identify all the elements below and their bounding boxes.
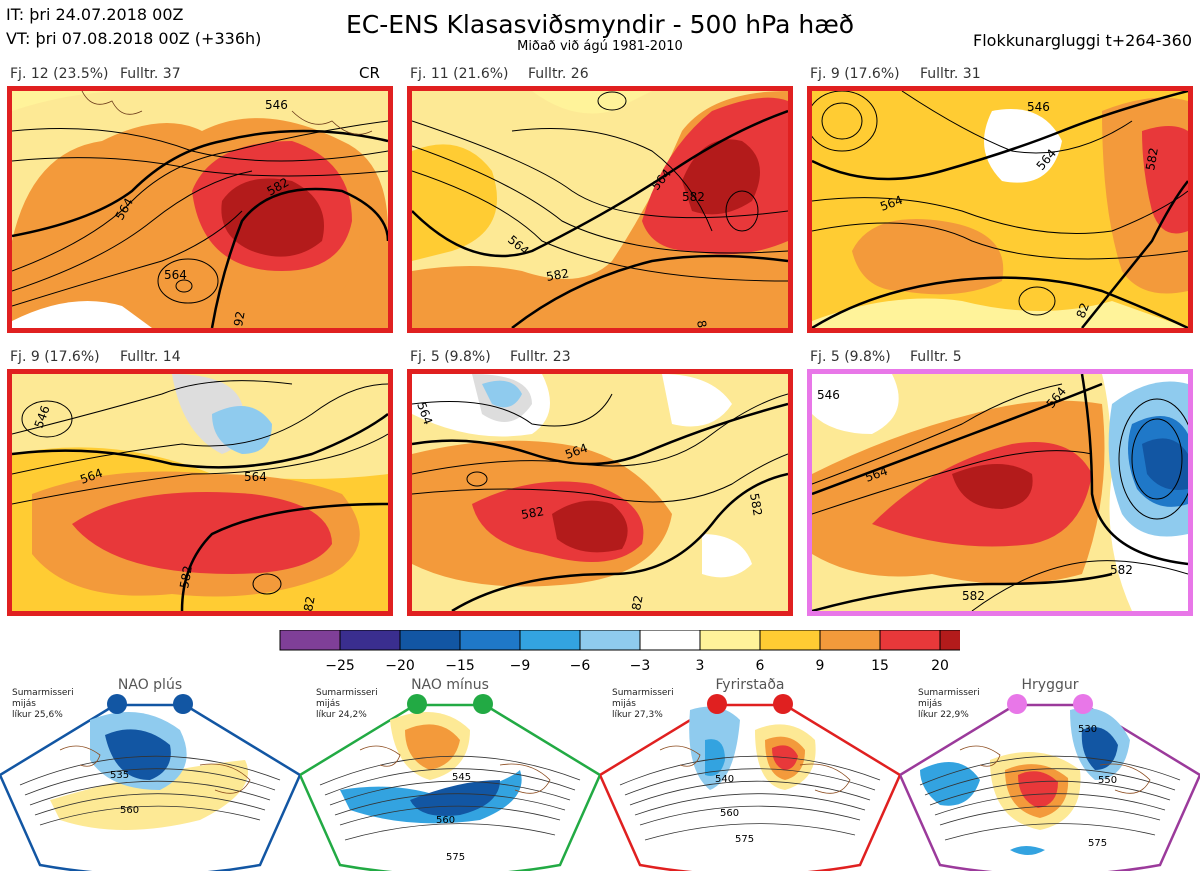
panel-1-cluster: Fj. 12 (23.5%) bbox=[10, 66, 109, 82]
panel-4-cluster: Fj. 9 (17.6%) bbox=[10, 349, 100, 365]
regime-name: Hryggur bbox=[1021, 677, 1079, 693]
mean-label: mijás bbox=[612, 699, 636, 709]
mean-label: mijás bbox=[12, 699, 36, 709]
probability-label: líkur 24,2% bbox=[316, 710, 367, 720]
mean-label: mijás bbox=[918, 699, 942, 709]
colorbar-tick-label: −6 bbox=[570, 658, 591, 672]
colorbar-cell bbox=[639, 630, 701, 651]
panel-6-cluster: Fj. 5 (9.8%) bbox=[810, 349, 891, 365]
contour-label: 82 bbox=[629, 594, 645, 611]
contour-label: 560 bbox=[120, 805, 139, 816]
contour-label: 582 bbox=[1110, 563, 1133, 577]
colorbar-tick-label: 9 bbox=[816, 658, 825, 672]
contour-label: 564 bbox=[244, 470, 267, 484]
cluster-map-2: 564 582 582 564 82 bbox=[407, 86, 793, 333]
contour-label: 560 bbox=[720, 808, 739, 819]
colorbar-cell bbox=[819, 630, 881, 651]
contour-label: 582 bbox=[520, 504, 545, 522]
contour-label: 82 bbox=[301, 595, 317, 611]
contour-label: 546 bbox=[265, 98, 288, 112]
colorbar-cell bbox=[759, 630, 821, 651]
colorbar-tick-label: −15 bbox=[445, 658, 475, 672]
panel-5-cluster: Fj. 5 (9.8%) bbox=[410, 349, 491, 365]
contour-label: 564 bbox=[164, 268, 187, 282]
colorbar-cell bbox=[339, 630, 401, 651]
panel-2-cluster: Fj. 11 (21.6%) bbox=[410, 66, 509, 82]
contour-label: 582 bbox=[962, 589, 985, 603]
probability-label: líkur 25,6% bbox=[12, 710, 63, 720]
contour-label: 82 bbox=[1074, 301, 1092, 320]
valid-time: VT: þri 07.08.2018 00Z (+336h) bbox=[6, 29, 262, 48]
panel-3-representative: Fulltr. 31 bbox=[920, 66, 981, 82]
contour-label: 530 bbox=[1078, 724, 1097, 735]
season-label: Sumarmisseri bbox=[918, 688, 980, 698]
initial-time: IT: þri 24.07.2018 00Z bbox=[6, 5, 184, 24]
contour-label: 545 bbox=[452, 772, 471, 783]
panel-1-representative: Fulltr. 37 bbox=[120, 66, 181, 82]
colorbar-cell bbox=[879, 630, 941, 651]
probability-label: líkur 22,9% bbox=[918, 710, 969, 720]
contour-label: 546 bbox=[1027, 100, 1050, 114]
colorbar-tick-label: −3 bbox=[630, 658, 651, 672]
panel-1-tag: CR bbox=[359, 64, 380, 82]
regime-stats: Sumarmisseri mijás líkur 22,9% bbox=[918, 688, 980, 721]
map-subtitle: Miðað við ágú 1981-2010 bbox=[517, 39, 683, 54]
contour-label: 540 bbox=[715, 774, 734, 785]
season-label: Sumarmisseri bbox=[12, 688, 74, 698]
contour-label: 582 bbox=[747, 492, 765, 517]
contour-label: 575 bbox=[1088, 838, 1107, 849]
colorbar-tick-label: −20 bbox=[385, 658, 415, 672]
contour-label: 535 bbox=[110, 770, 129, 781]
cluster-map-6: 546 564 564 582 582 bbox=[807, 369, 1193, 616]
cluster-map-5: 564 564 582 582 82 bbox=[407, 369, 793, 616]
regime-name: Fyrirstaða bbox=[715, 677, 785, 693]
colorbar-cell bbox=[519, 630, 581, 651]
panel-4-representative: Fulltr. 14 bbox=[120, 349, 181, 365]
regime-name: NAO plús bbox=[117, 677, 183, 693]
colorbar-tick-label: 6 bbox=[756, 658, 765, 672]
colorbar-tick-label: 3 bbox=[696, 658, 705, 672]
regime-name: NAO mínus bbox=[411, 677, 489, 693]
colorbar-cell bbox=[939, 630, 960, 651]
cluster-map-1: 564 564 546 582 92 bbox=[7, 86, 393, 333]
colorbar-cell bbox=[579, 630, 641, 651]
season-label: Sumarmisseri bbox=[316, 688, 378, 698]
colorbar-tick-label: 15 bbox=[871, 658, 889, 672]
regime-stats: Sumarmisseri mijás líkur 27,3% bbox=[612, 688, 674, 721]
cluster-map-3: 546 564 564 582 82 bbox=[807, 86, 1193, 333]
contour-label: 550 bbox=[1098, 775, 1117, 786]
colorbar-cell bbox=[459, 630, 521, 651]
panel-6-representative: Fulltr. 5 bbox=[910, 349, 962, 365]
contour-label: 575 bbox=[446, 852, 465, 863]
panel-2-representative: Fulltr. 26 bbox=[528, 66, 589, 82]
contour-label: 582 bbox=[682, 190, 705, 204]
anomaly-colorbar: −25−20−15−9−6−3369152025 bbox=[279, 630, 960, 672]
contour-label: 92 bbox=[231, 310, 247, 327]
map-title: EC-ENS Klasasviðsmyndir - 500 hPa hæð bbox=[345, 10, 855, 39]
contour-label: 560 bbox=[436, 815, 455, 826]
colorbar-tick-label: −9 bbox=[510, 658, 531, 672]
season-label: Sumarmisseri bbox=[612, 688, 674, 698]
colorbar-cell bbox=[399, 630, 461, 651]
regime-stats: Sumarmisseri mijás líkur 24,2% bbox=[316, 688, 378, 721]
colorbar-cell bbox=[279, 630, 341, 651]
panel-5-representative: Fulltr. 23 bbox=[510, 349, 571, 365]
mean-label: mijás bbox=[316, 699, 340, 709]
panel-3-cluster: Fj. 9 (17.6%) bbox=[810, 66, 900, 82]
contour-label: 582 bbox=[1143, 147, 1161, 172]
cluster-map-4: 546 564 564 582 82 bbox=[7, 369, 393, 616]
regime-stats: Sumarmisseri mijás líkur 25,6% bbox=[12, 688, 74, 721]
contour-label: 546 bbox=[817, 388, 840, 402]
colorbar-tick-label: −25 bbox=[325, 658, 355, 672]
contour-label: 82 bbox=[694, 319, 710, 328]
classification-window: Flokkunargluggi t+264-360 bbox=[973, 31, 1192, 50]
colorbar-tick-label: 20 bbox=[931, 658, 949, 672]
contour-label: 575 bbox=[735, 834, 754, 845]
contour-label: 582 bbox=[545, 266, 570, 284]
probability-label: líkur 27,3% bbox=[612, 710, 663, 720]
contour-label: 582 bbox=[177, 565, 195, 590]
colorbar-cell bbox=[699, 630, 761, 651]
